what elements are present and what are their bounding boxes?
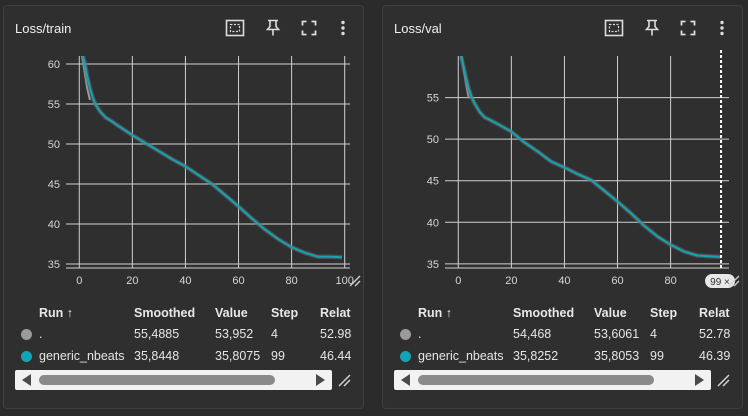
horizontal-scrollbar[interactable] [15, 370, 332, 390]
col-value[interactable]: Value [215, 306, 248, 320]
card-title: Loss/train [15, 21, 72, 36]
smoothed-value: 35,8448 [134, 349, 180, 363]
x-tick-label: 60 [611, 275, 623, 287]
x-tick-label: 0 [76, 275, 82, 287]
y-tick-label: 55 [48, 99, 60, 111]
step: 4 [650, 327, 657, 341]
value: 35,8075 [215, 349, 261, 363]
col-step[interactable]: Step [271, 306, 299, 320]
y-tick-label: 35 [427, 259, 439, 271]
col-value[interactable]: Value [594, 306, 627, 320]
x-tick-label: 60 [232, 275, 244, 287]
y-tick-label: 45 [427, 176, 439, 188]
step-badge [705, 274, 736, 288]
chart-resize-icon [349, 275, 361, 287]
series-raw-line [458, 56, 722, 260]
pin-icon[interactable] [640, 16, 664, 40]
y-tick-label: 50 [48, 139, 60, 151]
x-tick-label: 20 [505, 275, 517, 287]
smoothed-value: 55,4885 [134, 327, 180, 341]
smoothed-value: 35,8252 [513, 349, 559, 363]
run-name: generic_nbeats [418, 349, 504, 363]
col-run[interactable]: Run ↑ [39, 306, 74, 320]
scrollbar-thumb[interactable] [39, 375, 275, 385]
relative: 52.78 [699, 327, 731, 341]
run-color-dot [400, 329, 411, 340]
y-tick-label: 45 [48, 179, 60, 191]
fullscreen-icon[interactable] [297, 16, 321, 40]
y-tick-label: 50 [427, 134, 439, 146]
run-color-dot [21, 351, 32, 362]
col-step[interactable]: Step [650, 306, 678, 320]
y-tick-label: 40 [427, 217, 439, 229]
more-vert-icon[interactable] [710, 16, 734, 40]
resize-handle-icon[interactable] [336, 372, 352, 388]
x-tick-label: 0 [455, 275, 461, 287]
col-smoothed[interactable]: Smoothed [513, 306, 575, 320]
value: 53,6061 [594, 327, 640, 341]
value: 53,952 [215, 327, 254, 341]
step: 99 [650, 349, 664, 363]
run-name: . [418, 327, 422, 341]
y-tick-label: 60 [48, 59, 60, 71]
smoothed-value: 54,468 [513, 327, 552, 341]
x-tick-label: 40 [558, 275, 570, 287]
card-loss-train: Loss/train 0 20 40 60 80 100 35 40 45 50 55 60 Run … [3, 5, 364, 409]
runs-table: Run ↑ Smoothed Value Step Relat . 54,468… [383, 297, 742, 367]
card-actions [602, 16, 732, 40]
x-tick-label: 80 [285, 275, 297, 287]
y-tick-label: 40 [48, 219, 60, 231]
col-smoothed[interactable]: Smoothed [134, 306, 196, 320]
line-chart[interactable]: 0 20 40 60 80 35 40 45 50 55 99 × [383, 50, 742, 296]
col-relative[interactable]: Relat [320, 306, 351, 320]
scroll-left-icon[interactable] [401, 374, 410, 386]
resize-handle-icon[interactable] [715, 372, 731, 388]
run-color-dot [400, 351, 411, 362]
pin-icon[interactable] [261, 16, 285, 40]
y-tick-label: 55 [427, 93, 439, 105]
x-tick-label: 100 [336, 275, 354, 287]
y-tick-label: 35 [48, 259, 60, 271]
scroll-left-icon[interactable] [22, 374, 31, 386]
fit-domain-icon[interactable] [602, 16, 626, 40]
col-relative[interactable]: Relat [699, 306, 730, 320]
run-color-dot [21, 329, 32, 340]
series-line-generic_nbeats [81, 56, 343, 259]
col-run[interactable]: Run ↑ [418, 306, 453, 320]
x-tick-label: 80 [664, 275, 676, 287]
x-tick-label: 40 [179, 275, 191, 287]
fit-domain-icon[interactable] [223, 16, 247, 40]
value: 35,8053 [594, 349, 640, 363]
run-name: generic_nbeats [39, 349, 125, 363]
fullscreen-icon[interactable] [676, 16, 700, 40]
step: 4 [271, 327, 278, 341]
scroll-right-icon[interactable] [316, 374, 325, 386]
series-raw-line [80, 56, 343, 260]
card-actions [223, 16, 353, 40]
step-badge-label: 99 × [710, 277, 730, 288]
scroll-right-icon[interactable] [695, 374, 704, 386]
chart-resize-icon [728, 275, 740, 287]
x-tick-label: 20 [126, 275, 138, 287]
relative: 46.44 [320, 349, 352, 363]
line-chart[interactable]: 0 20 40 60 80 100 35 40 45 50 55 60 [4, 50, 363, 296]
relative: 46.39 [699, 349, 731, 363]
horizontal-scrollbar[interactable] [394, 370, 711, 390]
scrollbar-thumb[interactable] [418, 375, 654, 385]
more-vert-icon[interactable] [331, 16, 355, 40]
runs-table: Run ↑ Smoothed Value Step Relat . 55,488… [4, 297, 363, 367]
card-loss-val: Loss/val 0 20 40 60 80 35 40 45 50 55 99 × Run ↑ S… [382, 5, 743, 409]
step: 99 [271, 349, 285, 363]
card-title: Loss/val [394, 21, 442, 36]
series-line-generic_nbeats [459, 56, 722, 258]
run-name: . [39, 327, 43, 341]
relative: 52.98 [320, 327, 352, 341]
